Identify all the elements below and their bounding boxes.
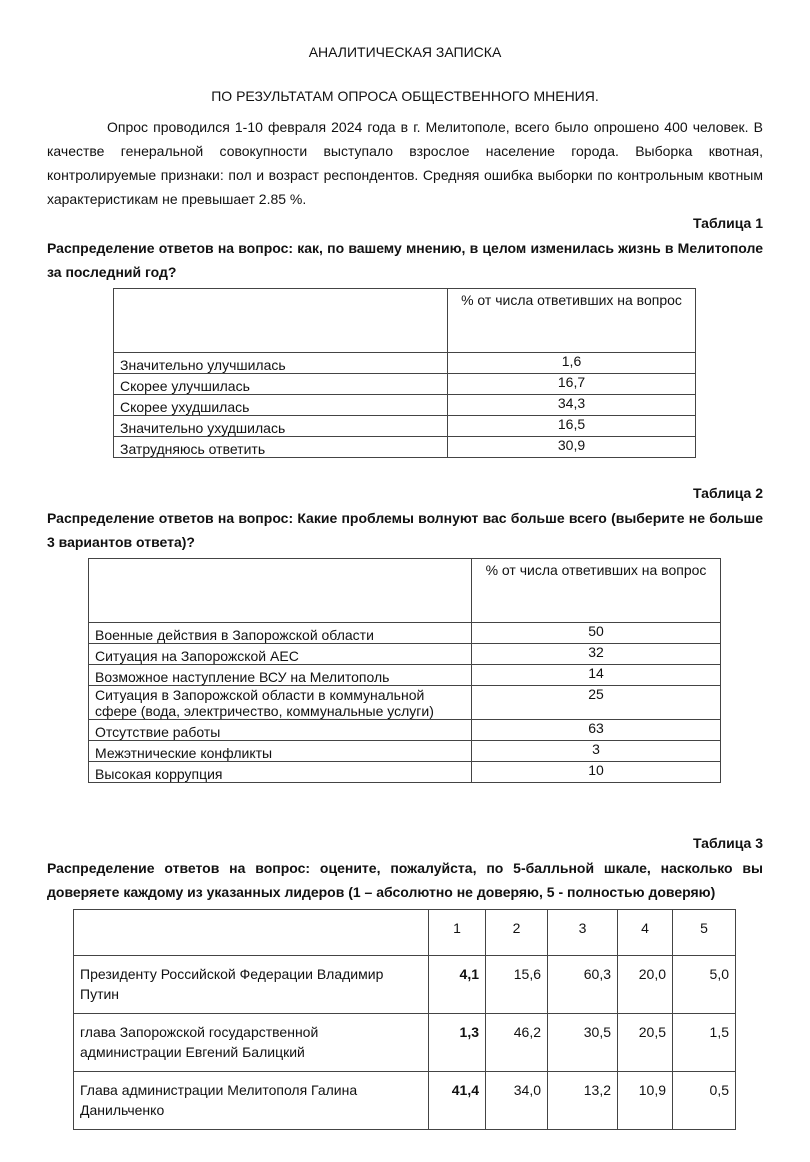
answer-cell: Возможное наступление ВСУ на Мелитополь (88, 664, 472, 686)
value-cell: 63 (471, 719, 721, 741)
leader-cell: Глава администрации Мелитополя Галина Да… (73, 1071, 429, 1130)
value-cell: 4,1 (428, 955, 486, 1014)
column-header: 5 (672, 909, 736, 956)
table3: 1 2 3 4 5 Президенту Российской Федераци… (73, 909, 736, 1130)
value-cell: 1,6 (447, 352, 696, 374)
table-row: Затрудняюсь ответить 30,9 (113, 436, 696, 458)
table1-column-header: % от числа ответивших на вопрос (447, 288, 696, 353)
value-cell: 30,5 (547, 1013, 618, 1072)
value-cell: 16,7 (447, 373, 696, 395)
answer-cell: Значительно улучшилась (113, 352, 448, 374)
table-row: Значительно улучшилась 1,6 (113, 352, 696, 374)
table3-header-row: 1 2 3 4 5 (73, 909, 736, 956)
answer-cell: Скорее улучшилась (113, 373, 448, 395)
document-title: АНАЛИТИЧЕСКАЯ ЗАПИСКА (308, 44, 502, 60)
value-cell: 1,5 (672, 1013, 736, 1072)
value-cell: 32 (471, 643, 721, 665)
value-cell: 34,0 (485, 1071, 548, 1130)
table-row: Возможное наступление ВСУ на Мелитополь 1… (88, 664, 721, 686)
value-cell: 13,2 (547, 1071, 618, 1130)
value-cell: 20,0 (617, 955, 673, 1014)
answer-cell: Отсутствие работы (88, 719, 472, 741)
answer-cell: Ситуация на Запорожской АЕС (88, 643, 472, 665)
table2: % от числа ответивших на вопрос Военные … (88, 558, 721, 783)
answer-cell: Ситуация в Запорожской области в коммуна… (88, 685, 472, 720)
table-row: Межэтнические конфликты 3 (88, 740, 721, 762)
column-header: 4 (617, 909, 673, 956)
table-row: Ситуация в Запорожской области в коммуна… (88, 685, 721, 720)
answer-cell: Высокая коррупция (88, 761, 472, 783)
table2-label: Таблица 2 (692, 485, 763, 501)
answer-cell: Военные действия в Запорожской области (88, 622, 472, 644)
value-cell: 60,3 (547, 955, 618, 1014)
value-cell: 1,3 (428, 1013, 486, 1072)
table-row: Глава администрации Мелитополя Галина Да… (73, 1071, 736, 1130)
column-header: 1 (428, 909, 486, 956)
leader-cell: глава Запорожской государственной админи… (73, 1013, 429, 1072)
intro-paragraph: Опрос проводился 1-10 февраля 2024 года … (47, 115, 763, 211)
table2-heading: Распределение ответов на вопрос: Какие п… (47, 510, 763, 550)
value-cell: 50 (471, 622, 721, 644)
table-row: Скорее ухудшилась 34,3 (113, 394, 696, 416)
table-row: Военные действия в Запорожской области 50 (88, 622, 721, 644)
table-row: Отсутствие работы 63 (88, 719, 721, 741)
table1: % от числа ответивших на вопрос Значител… (113, 288, 696, 458)
answer-cell: Затрудняюсь ответить (113, 436, 448, 458)
value-cell: 16,5 (447, 415, 696, 437)
value-cell: 46,2 (485, 1013, 548, 1072)
leader-cell: Президенту Российской Федерации Владимир… (73, 955, 429, 1014)
table3-heading: Распределение ответов на вопрос: оцените… (47, 860, 763, 900)
table-row: Значительно ухудшилась 16,5 (113, 415, 696, 437)
table-row: Скорее улучшилась 16,7 (113, 373, 696, 395)
table1-label: Таблица 1 (692, 215, 763, 231)
answer-cell: Межэтнические конфликты (88, 740, 472, 762)
table-row: Президенту Российской Федерации Владимир… (73, 955, 736, 1014)
table1-corner (113, 288, 448, 353)
value-cell: 10,9 (617, 1071, 673, 1130)
value-cell: 30,9 (447, 436, 696, 458)
value-cell: 10 (471, 761, 721, 783)
table2-column-header: % от числа ответивших на вопрос (471, 558, 721, 623)
column-header: 2 (485, 909, 548, 956)
table2-corner (88, 558, 472, 623)
value-cell: 15,6 (485, 955, 548, 1014)
value-cell: 0,5 (672, 1071, 736, 1130)
value-cell: 3 (471, 740, 721, 762)
value-cell: 20,5 (617, 1013, 673, 1072)
table3-corner (73, 909, 429, 956)
value-cell: 41,4 (428, 1071, 486, 1130)
intro-text: Опрос проводился 1-10 февраля 2024 года … (47, 119, 763, 207)
document-subtitle: ПО РЕЗУЛЬТАТАМ ОПРОСА ОБЩЕСТВЕННОГО МНЕН… (211, 88, 599, 104)
value-cell: 14 (471, 664, 721, 686)
answer-cell: Скорее ухудшилась (113, 394, 448, 416)
table3-label: Таблица 3 (692, 835, 763, 851)
table1-heading: Распределение ответов на вопрос: как, по… (47, 240, 763, 280)
value-cell: 5,0 (672, 955, 736, 1014)
table-row: Высокая коррупция 10 (88, 761, 721, 783)
column-header: 3 (547, 909, 618, 956)
answer-cell: Значительно ухудшилась (113, 415, 448, 437)
value-cell: 25 (471, 685, 721, 720)
value-cell: 34,3 (447, 394, 696, 416)
table-row: Ситуация на Запорожской АЕС 32 (88, 643, 721, 665)
table-row: глава Запорожской государственной админи… (73, 1013, 736, 1072)
